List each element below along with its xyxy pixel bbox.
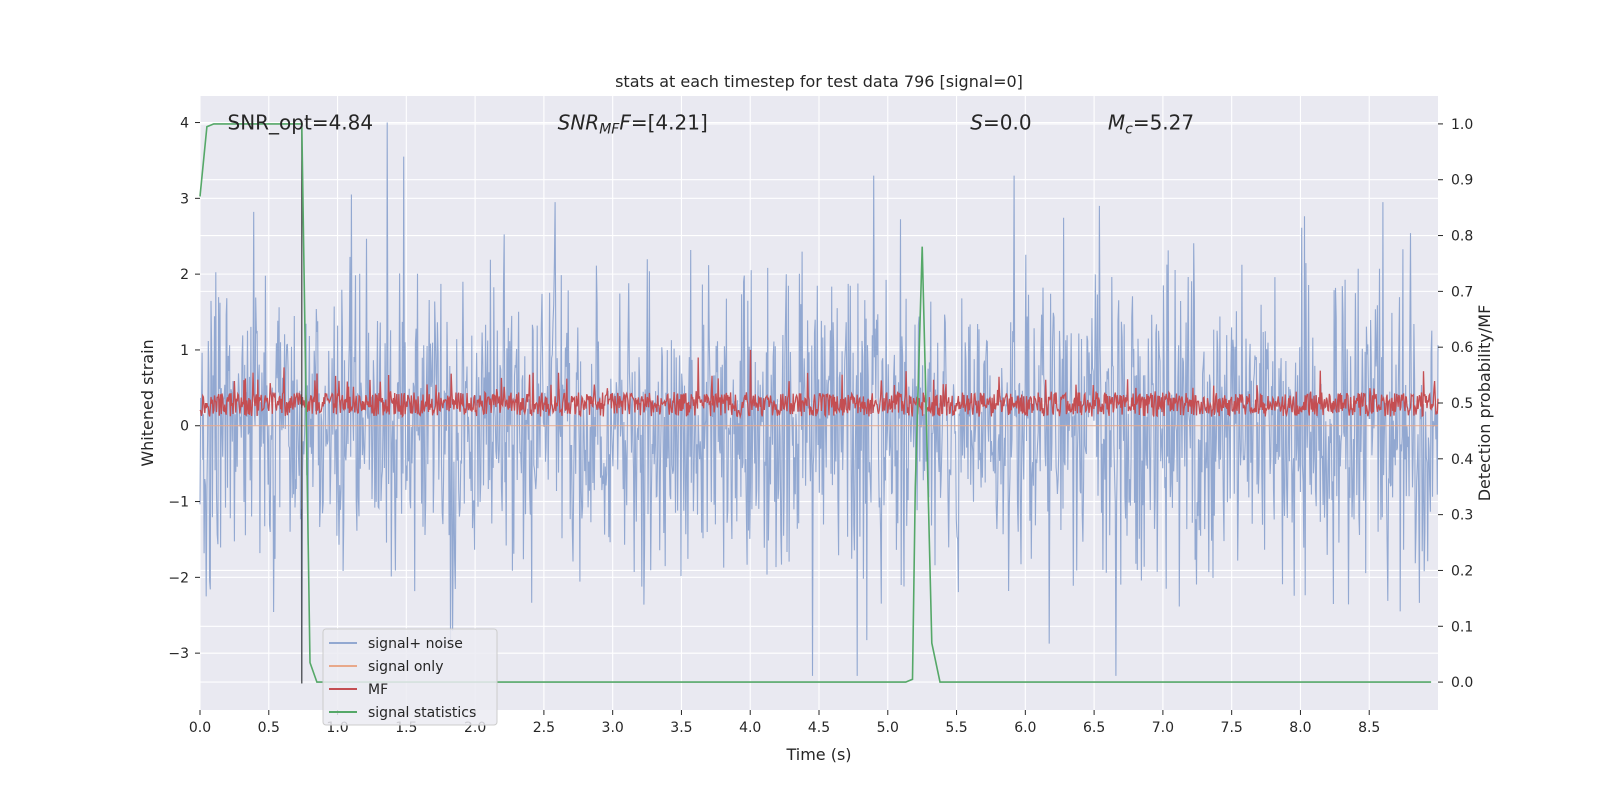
y-right-tick-label: 0.6 (1451, 340, 1473, 356)
legend-label: signal statistics (368, 705, 476, 721)
x-tick-label: 6.0 (1014, 720, 1036, 736)
legend-label: signal+ noise (368, 636, 463, 652)
line-mf (199, 349, 1439, 420)
y-right-tick-label: 0.8 (1451, 229, 1473, 245)
x-tick-label: 0.5 (258, 720, 280, 736)
x-tick-label: 8.5 (1358, 720, 1380, 736)
y-right-tick-label: 0.3 (1451, 508, 1473, 524)
x-tick-label: 7.5 (1221, 720, 1243, 736)
y-left-tick-label: −2 (168, 570, 189, 586)
y-right-tick-label: 0.9 (1451, 173, 1473, 189)
x-axis: 0.0 0.5 1.0 1.5 2.0 2.5 3.0 3.5 4.0 4.5 5.0 5.5 6.0 6… (189, 710, 1380, 736)
annotation: S=0.0 (970, 111, 1031, 135)
y-axis-right-label: Detection probability/MF (1475, 305, 1494, 502)
x-tick-label: 6.5 (1083, 720, 1105, 736)
y-right-tick-label: 0.4 (1451, 452, 1473, 468)
x-tick-label: 3.5 (670, 720, 692, 736)
y-right-tick-label: 0.5 (1451, 396, 1473, 412)
y-right-tick-label: 0.0 (1451, 675, 1473, 691)
line-signal-statistics (199, 123, 1432, 683)
y-left-tick-label: −3 (168, 646, 189, 662)
x-tick-label: 2.5 (533, 720, 555, 736)
y-right-tick-label: 1.0 (1451, 117, 1473, 133)
x-tick-label: 5.5 (945, 720, 967, 736)
series-signal-noise (199, 122, 1439, 684)
annotation: SNR_opt=4.84 (228, 111, 374, 135)
y-right-tick-label: 0.7 (1451, 284, 1473, 300)
y-left-tick-label: −1 (168, 495, 189, 511)
y-left-tick-label: 0 (180, 419, 189, 435)
legend-label: MF (368, 682, 388, 698)
x-tick-label: 4.5 (808, 720, 830, 736)
x-tick-label: 0.0 (189, 720, 211, 736)
chart-title: stats at each timestep for test data 796… (615, 72, 1023, 91)
x-tick-label: 5.0 (877, 720, 899, 736)
y-axis-left: −3 −2 −1 0 1 2 3 4 (168, 116, 200, 662)
annotations: SNR_opt=4.84 SNRMFF=[4.21] S=0.0 Mc=5.27 (228, 111, 1195, 138)
x-tick-label: 8.0 (1289, 720, 1311, 736)
x-tick-label: 3.0 (602, 720, 624, 736)
x-axis-label: Time (s) (785, 745, 851, 764)
line-signal-noise (199, 122, 1439, 684)
series-signal-statistics (199, 123, 1432, 683)
y-axis-left-label: Whitened strain (138, 339, 157, 466)
series-mf (199, 349, 1439, 420)
legend-box (322, 628, 498, 726)
y-left-tick-label: 3 (180, 191, 189, 207)
legend: signal+ noise signal only MF signal statist… (322, 628, 498, 726)
y-left-tick-label: 1 (180, 343, 189, 359)
annotation: Mc=5.27 (1108, 111, 1194, 138)
y-left-tick-label: 4 (180, 116, 189, 132)
legend-label: signal only (368, 659, 443, 675)
x-tick-label: 7.0 (1152, 720, 1174, 736)
y-axis-right: 0.0 0.1 0.2 0.3 0.4 0.5 0.6 0.7 0.8 0.9 1.0 (1438, 117, 1473, 691)
y-left-tick-label: 2 (180, 267, 189, 283)
annotation: SNRMFF=[4.21] (558, 111, 708, 138)
x-tick-label: 4.0 (739, 720, 761, 736)
y-right-tick-label: 0.1 (1451, 619, 1473, 635)
y-right-tick-label: 0.2 (1451, 563, 1473, 579)
